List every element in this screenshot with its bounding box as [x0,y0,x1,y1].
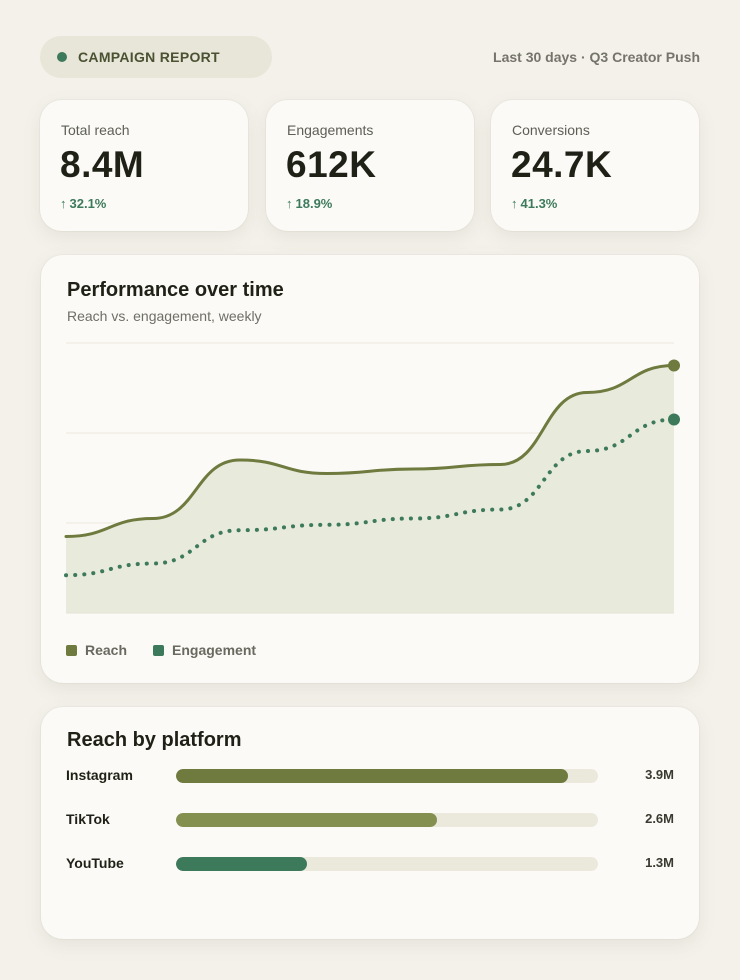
kpi-delta: ↑ 18.9% [286,196,332,211]
chart-legend: Reach Engagement [66,642,282,658]
platform-bar-fill [176,769,568,783]
platform-bar-track [176,857,598,871]
series-line-engagement [64,417,676,578]
arrow-up-icon: ↑ [511,196,518,211]
chart-title: Performance over time [67,279,284,301]
platform-value: 2.6M [645,811,674,826]
series-line-reach [64,364,676,538]
kpi-card-engagements: Engagements 612K ↑ 18.9% [266,100,474,231]
platform-row-youtube: YouTube 1.3M [41,855,699,875]
campaign-report-badge: CAMPAIGN REPORT [40,36,272,78]
legend-label: Reach [85,642,128,658]
kpi-delta-value: 32.1% [69,196,107,211]
chart-subtitle: Reach vs. engagement, weekly [67,308,262,324]
performance-chart-card: Performance over time Reach vs. engageme… [41,255,699,683]
kpi-label: Total reach [61,122,130,138]
kpi-card-total-reach: Total reach 8.4M ↑ 32.1% [40,100,248,231]
platform-value: 1.3M [645,855,674,870]
platform-label: Instagram [66,767,133,783]
platform-reach-card: Reach by platform Instagram 3.9M TikTok … [41,707,699,939]
kpi-value: 612K [286,144,377,185]
kpi-value: 24.7K [511,144,613,185]
platform-value: 3.9M [645,767,674,782]
platform-bar-track [176,769,598,783]
platform-label: TikTok [66,811,110,827]
platform-bar-fill [176,813,438,827]
platform-title: Reach by platform [67,729,242,751]
platform-label: YouTube [66,855,124,871]
reach-area-fill [66,365,674,613]
kpi-card-conversions: Conversions 24.7K ↑ 41.3% [491,100,699,231]
kpi-label: Engagements [287,122,374,138]
legend-item-engagement: Engagement [153,642,256,658]
kpi-delta: ↑ 32.1% [60,196,106,211]
series-end-point-engagement [668,413,680,426]
badge-label: CAMPAIGN REPORT [78,49,220,65]
kpi-value: 8.4M [60,144,145,185]
report-header: CAMPAIGN REPORT Last 30 days · Q3 Creato… [40,36,700,78]
platform-bar-track [176,813,598,827]
report-period: Last 30 days · Q3 Creator Push [493,49,700,65]
status-dot-icon [57,52,67,62]
legend-item-reach: Reach [66,642,127,658]
arrow-up-icon: ↑ [286,196,293,211]
kpi-delta-value: 18.9% [295,196,333,211]
legend-swatch-reach [66,644,77,656]
platform-bar-fill [176,857,307,871]
arrow-up-icon: ↑ [60,196,67,211]
kpi-label: Conversions [512,122,590,138]
legend-swatch-engagement [153,644,165,656]
kpi-delta: ↑ 41.3% [511,196,557,211]
performance-line-chart [64,342,680,614]
platform-row-tiktok: TikTok 2.6M [41,811,699,831]
series-end-point-reach [668,359,680,372]
platform-row-instagram: Instagram 3.9M [41,767,699,787]
kpi-delta-value: 41.3% [520,196,558,211]
legend-label: Engagement [172,642,257,658]
